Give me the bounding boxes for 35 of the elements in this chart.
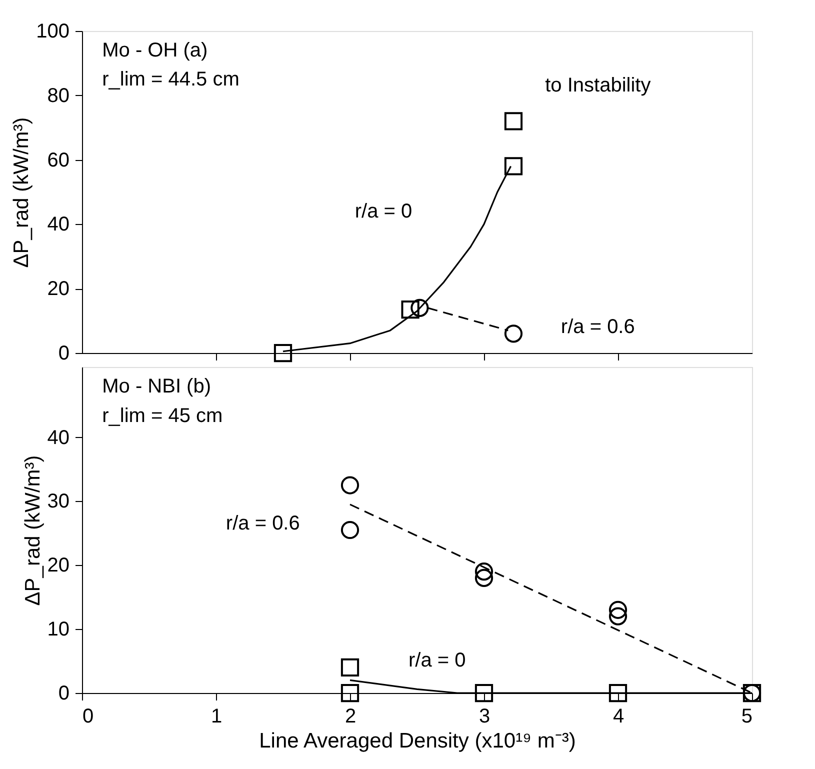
annotation: r/a = 0 xyxy=(354,200,412,222)
y-tick-label: 40 xyxy=(47,214,70,236)
y-tick-label: 20 xyxy=(47,278,70,300)
y-tick-label: 10 xyxy=(47,618,70,641)
y-tick-label: 80 xyxy=(47,84,70,107)
y-tick-label: 60 xyxy=(47,149,70,172)
point xyxy=(401,300,420,319)
point xyxy=(504,112,523,130)
y-axis-title: ΔP_rad (kW/m³) xyxy=(10,117,34,268)
x-tick-label: 4 xyxy=(612,706,624,728)
annotation: Mo - NBI (b) xyxy=(102,376,212,398)
x-tick-label: 1 xyxy=(210,706,222,728)
x-tick-label: 3 xyxy=(478,706,490,728)
y-tick-label: 40 xyxy=(47,426,70,449)
annotation: to Instability xyxy=(545,74,651,97)
point xyxy=(410,298,429,317)
x-tick-label: 0 xyxy=(82,706,94,728)
annotation: Mo - OH (a) xyxy=(102,39,208,62)
annotation: r/a = 0.6 xyxy=(560,316,635,338)
y-tick-label: 20 xyxy=(47,554,70,577)
y-tick-label: 100 xyxy=(36,20,70,42)
point xyxy=(274,344,292,362)
annotation: r_lim = 44.5 cm xyxy=(102,68,240,90)
y-axis-title: ΔP_rad (kW/m³) xyxy=(21,455,44,606)
x-tick-label: 2 xyxy=(344,706,356,728)
y-tick-label: 0 xyxy=(58,342,70,364)
annotation: r/a = 0.6 xyxy=(226,512,300,534)
point xyxy=(504,324,523,343)
y-tick-label: 0 xyxy=(58,682,70,704)
x-axis-title: Line Averaged Density (x10¹⁹ m⁻³) xyxy=(259,730,576,752)
y-tick-label: 30 xyxy=(47,490,70,513)
annotation: r_lim = 45 cm xyxy=(102,404,223,427)
annotation: r/a = 0 xyxy=(408,649,466,672)
point xyxy=(504,157,523,176)
x-tick-label: 5 xyxy=(741,706,752,728)
